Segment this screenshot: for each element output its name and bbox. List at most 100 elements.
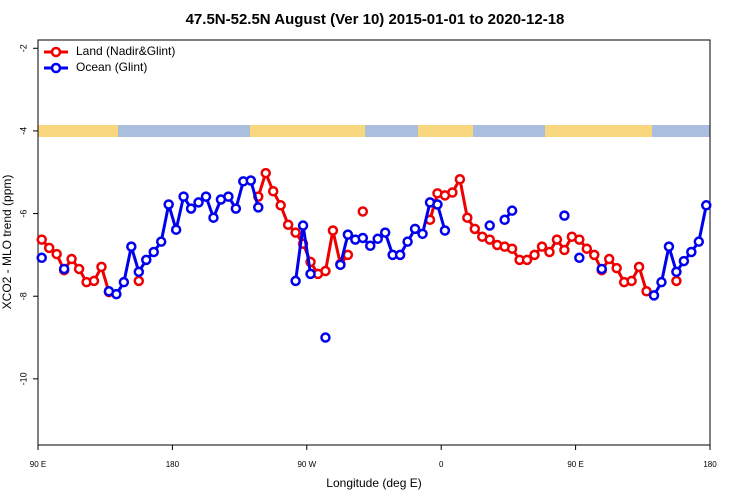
point xyxy=(141,254,152,266)
point xyxy=(260,167,271,179)
point xyxy=(193,197,204,208)
point xyxy=(544,246,555,258)
point xyxy=(574,234,585,245)
point xyxy=(656,276,667,288)
point xyxy=(394,249,406,261)
land-strip xyxy=(545,125,652,137)
point xyxy=(133,266,145,278)
y-tick-label: -8 xyxy=(18,292,28,300)
point xyxy=(589,249,600,261)
point xyxy=(648,290,660,301)
point xyxy=(521,254,533,266)
point xyxy=(551,234,563,245)
point xyxy=(253,202,264,213)
point xyxy=(678,255,690,267)
point xyxy=(529,249,540,261)
legend-marker xyxy=(50,62,62,74)
point xyxy=(357,232,369,244)
point xyxy=(409,223,421,235)
point xyxy=(200,191,212,202)
point xyxy=(574,252,585,264)
y-tick-label: -2 xyxy=(18,44,28,52)
y-tick-label: -10 xyxy=(18,372,28,385)
point xyxy=(282,219,294,230)
point xyxy=(611,262,622,274)
point xyxy=(185,203,197,214)
point xyxy=(297,220,309,231)
legend-label: Ocean (Glint) xyxy=(76,60,147,74)
point xyxy=(267,186,279,197)
point xyxy=(170,224,182,235)
point xyxy=(66,253,77,265)
legend-label: Land (Nadir&Glint) xyxy=(76,44,175,58)
point xyxy=(51,248,62,260)
x-tick-label: 90 E xyxy=(30,460,46,469)
point xyxy=(379,227,391,238)
point xyxy=(118,276,130,288)
point xyxy=(88,275,100,287)
point xyxy=(469,223,481,235)
point xyxy=(155,236,167,247)
series xyxy=(36,175,712,343)
chart-title: 47.5N-52.5N August (Ver 10) 2015-01-01 t… xyxy=(186,11,565,28)
point xyxy=(693,236,705,247)
land-mask xyxy=(38,125,710,137)
point xyxy=(148,246,159,258)
point xyxy=(305,268,316,280)
point xyxy=(671,266,682,278)
land-strip xyxy=(250,125,365,137)
point xyxy=(432,199,443,210)
point xyxy=(484,220,495,231)
point xyxy=(447,187,458,198)
point xyxy=(230,203,242,214)
point xyxy=(372,233,383,245)
x-tick-label: 90 W xyxy=(297,460,316,469)
point xyxy=(536,241,548,252)
land-strip xyxy=(38,125,118,137)
point xyxy=(208,212,219,223)
point xyxy=(365,240,376,252)
point xyxy=(559,244,570,256)
point xyxy=(663,241,675,252)
point xyxy=(133,275,145,287)
x-tick-label: 90 E xyxy=(567,460,583,469)
point xyxy=(335,259,346,271)
point xyxy=(641,286,652,297)
point xyxy=(126,241,137,252)
point xyxy=(290,227,301,238)
point xyxy=(506,243,518,254)
series xyxy=(36,167,682,298)
legend: Land (Nadir&Glint) Ocean (Glint) xyxy=(44,44,175,74)
point xyxy=(626,275,637,287)
point xyxy=(581,243,593,254)
point xyxy=(357,206,369,217)
point xyxy=(58,263,70,275)
point xyxy=(245,175,257,186)
point xyxy=(633,261,645,273)
point xyxy=(327,225,339,236)
point xyxy=(439,225,451,236)
point xyxy=(686,246,697,258)
x-tick-label: 0 xyxy=(439,460,444,469)
point xyxy=(462,212,473,223)
point xyxy=(499,214,510,226)
point xyxy=(417,228,428,240)
point xyxy=(342,229,354,240)
y-axis-label: XCO2 - MLO trend (ppm) xyxy=(0,175,14,310)
point xyxy=(223,191,234,202)
point xyxy=(320,332,331,343)
point xyxy=(178,191,189,202)
point xyxy=(111,288,122,300)
point xyxy=(320,265,331,277)
x-axis-label: Longitude (deg E) xyxy=(326,476,421,490)
point xyxy=(671,275,682,287)
legend-marker xyxy=(50,46,62,58)
point xyxy=(73,263,85,275)
point xyxy=(290,275,301,287)
point xyxy=(96,261,107,273)
x-tick-label: 180 xyxy=(166,460,180,469)
point xyxy=(559,210,570,221)
point xyxy=(603,253,615,265)
land-strip xyxy=(418,125,473,137)
